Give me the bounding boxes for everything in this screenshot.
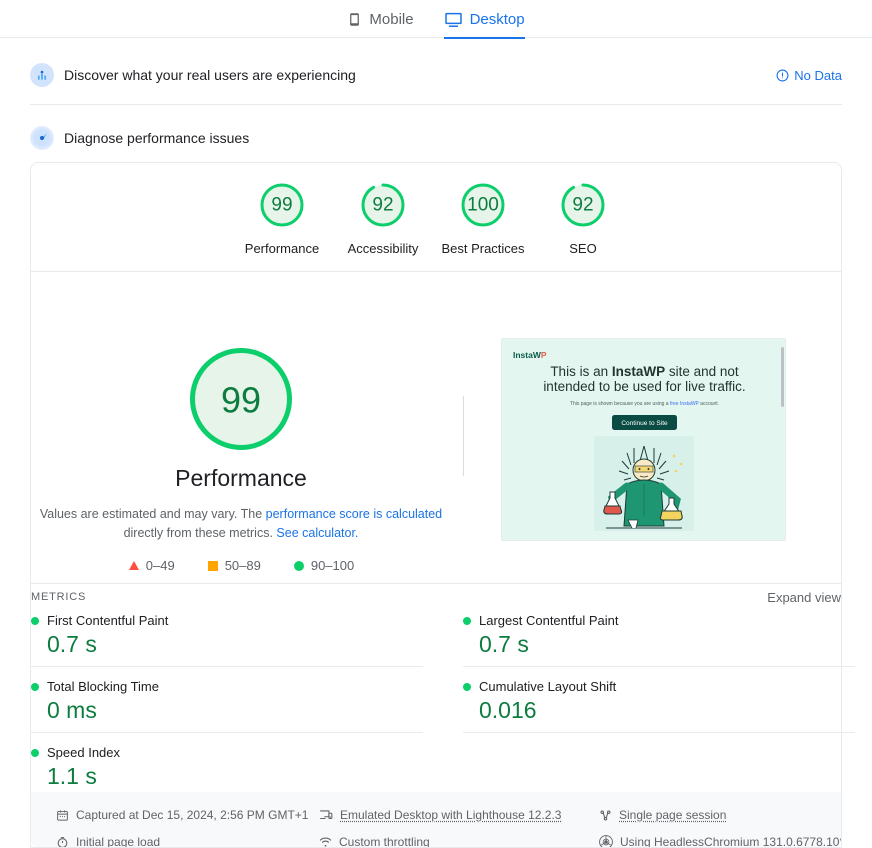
svg-text:99: 99 [271, 195, 292, 216]
svg-text:92: 92 [372, 195, 393, 216]
svg-text:This page is shown because you: This page is shown because you are using… [570, 401, 719, 407]
svg-text:Continue to Site: Continue to Site [621, 420, 668, 427]
svg-text:intended to be used for live t: intended to be used for live traffic. [543, 379, 745, 394]
svg-text:This is an InstaWP site and no: This is an InstaWP site and not [550, 364, 739, 379]
svg-text:InstaWP: InstaWP [513, 350, 547, 360]
svg-text:92: 92 [572, 195, 593, 216]
svg-text:99: 99 [221, 380, 261, 421]
svg-text:100: 100 [467, 195, 499, 216]
